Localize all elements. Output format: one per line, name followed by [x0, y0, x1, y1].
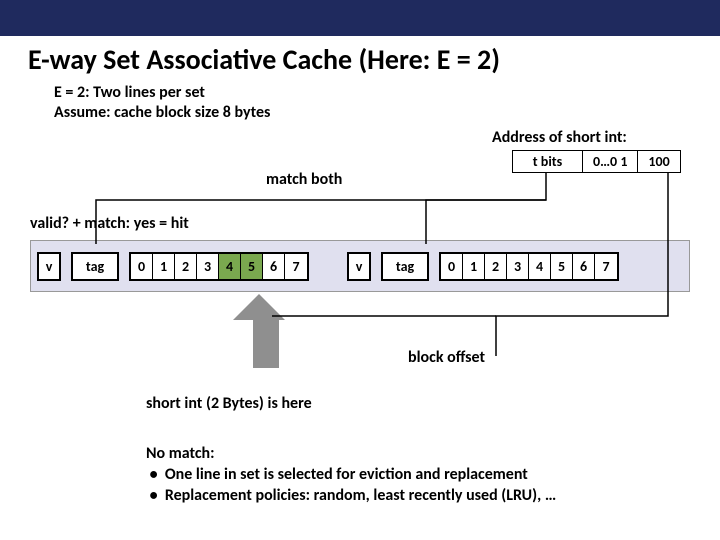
- valid-bit-1: v: [347, 252, 371, 281]
- byte-cell: 3: [197, 254, 219, 279]
- bytes-1: 0 1 2 3 4 5 6 7: [439, 252, 619, 281]
- cache-line-1: v tag 0 1 2 3 4 5 6 7: [347, 252, 619, 281]
- addr-set-bits: 0…0 1: [583, 151, 638, 172]
- byte-cell: 0: [441, 254, 463, 279]
- no-match-heading: No match:: [146, 444, 556, 465]
- byte-cell: 6: [263, 254, 285, 279]
- byte-cell: 2: [485, 254, 507, 279]
- byte-cell: 6: [573, 254, 595, 279]
- subtitle-line1: E = 2: Two lines per set: [54, 83, 720, 103]
- tag-0: tag: [71, 252, 119, 281]
- byte-cell: 1: [153, 254, 175, 279]
- byte-cell: 4: [529, 254, 551, 279]
- addr-offset-bits: 100: [638, 151, 679, 172]
- valid-bit-0: v: [37, 252, 61, 281]
- subtitle: E = 2: Two lines per set Assume: cache b…: [0, 81, 720, 123]
- no-match-bullet2: • Replacement policies: random, least re…: [146, 486, 556, 507]
- no-match-text: No match: • One line in set is selected …: [146, 444, 556, 506]
- byte-cell-hl: 5: [241, 254, 263, 279]
- bytes-0: 0 1 2 3 4 5 6 7: [129, 252, 309, 281]
- byte-cell: 0: [131, 254, 153, 279]
- addr-tag-bits: t bits: [513, 151, 583, 172]
- match-both-label: match both: [266, 170, 342, 189]
- byte-cell: 1: [463, 254, 485, 279]
- tag-1: tag: [381, 252, 429, 281]
- slide-title: E-way Set Associative Cache (Here: E = 2…: [0, 36, 720, 81]
- header-bar: [0, 0, 720, 36]
- byte-cell: 7: [595, 254, 617, 279]
- subtitle-line2: Assume: cache block size 8 bytes: [54, 103, 720, 123]
- valid-match-label: valid? + match: yes = hit: [30, 214, 189, 233]
- address-box: t bits 0…0 1 100: [512, 150, 681, 173]
- block-offset-label: block offset: [408, 348, 485, 367]
- byte-cell: 2: [175, 254, 197, 279]
- address-label: Address of short int:: [492, 128, 627, 147]
- block-offset-arrow-icon: [246, 294, 285, 368]
- byte-cell: 7: [285, 254, 307, 279]
- byte-cell: 3: [507, 254, 529, 279]
- short-int-label: short int (2 Bytes) is here: [146, 394, 312, 413]
- cache-set: v tag 0 1 2 3 4 5 6 7 v tag 0 1 2 3 4 5 …: [30, 240, 690, 292]
- byte-cell: 5: [551, 254, 573, 279]
- cache-line-0: v tag 0 1 2 3 4 5 6 7: [37, 252, 309, 281]
- byte-cell-hl: 4: [219, 254, 241, 279]
- no-match-bullet1: • One line in set is selected for evicti…: [146, 465, 556, 486]
